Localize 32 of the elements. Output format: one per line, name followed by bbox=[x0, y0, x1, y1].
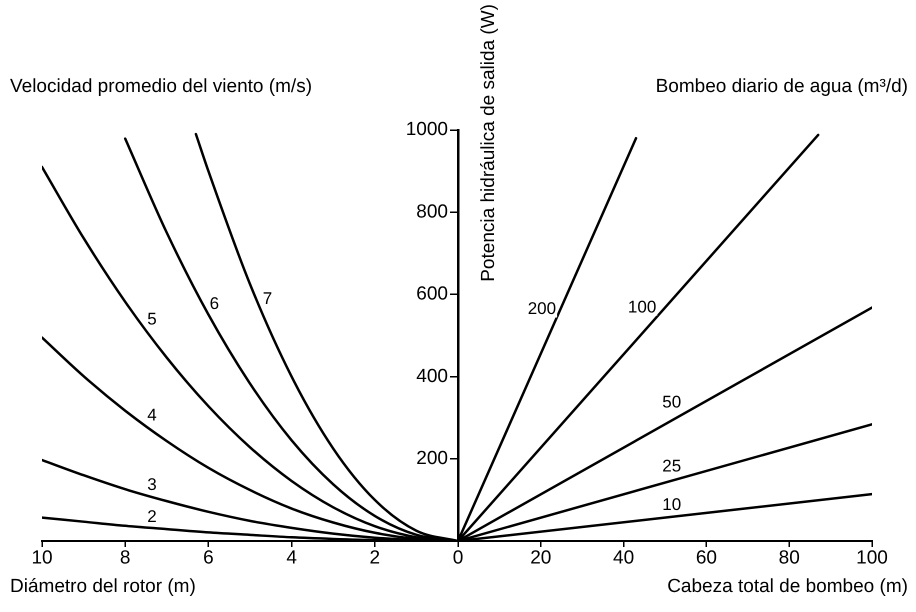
x-tick-label: 4 bbox=[286, 548, 298, 569]
series-label: 3 bbox=[147, 474, 157, 494]
y-tick-label: 200 bbox=[416, 448, 448, 470]
x-tick-label: 10 bbox=[31, 548, 53, 569]
y-tick-label: 400 bbox=[416, 366, 448, 387]
series-label: 6 bbox=[210, 294, 220, 314]
y-tick-label: 600 bbox=[416, 284, 448, 305]
y-tick-label: 1000 bbox=[406, 119, 448, 140]
series-label: 4 bbox=[147, 406, 157, 425]
series-label: 100 bbox=[628, 297, 656, 316]
x-tick-label: 8 bbox=[120, 548, 130, 569]
x-tick-label: 20 bbox=[530, 548, 552, 569]
y-axis-title: Potencia hidráulica de salida (W) bbox=[478, 4, 500, 282]
legend-title: Velocidad promedio del viento (m/s) bbox=[10, 76, 312, 98]
x-tick-label: 0 bbox=[452, 548, 464, 569]
x-tick-label: 80 bbox=[778, 548, 800, 569]
x-axis-title: Cabeza total de bombeo (m) bbox=[667, 576, 908, 598]
series-label: 25 bbox=[662, 456, 682, 476]
legend-title: Bombeo diario de agua (m³/d) bbox=[656, 76, 908, 98]
x-tick-label: 6 bbox=[203, 548, 214, 569]
series-label: 50 bbox=[662, 392, 682, 412]
series-label: 2 bbox=[147, 507, 157, 526]
y-tick-label: 800 bbox=[416, 201, 448, 222]
series-label: 5 bbox=[147, 309, 157, 328]
series-label: 7 bbox=[262, 289, 272, 308]
x-tick-label: 100 bbox=[856, 548, 888, 569]
series-label: 10 bbox=[662, 494, 682, 514]
x-tick-label: 60 bbox=[696, 548, 717, 569]
series-label: 200 bbox=[528, 299, 556, 318]
x-axis-title: Diámetro del rotor (m) bbox=[10, 576, 196, 598]
x-tick-label: 2 bbox=[370, 548, 380, 569]
x-tick-label: 40 bbox=[613, 548, 634, 569]
